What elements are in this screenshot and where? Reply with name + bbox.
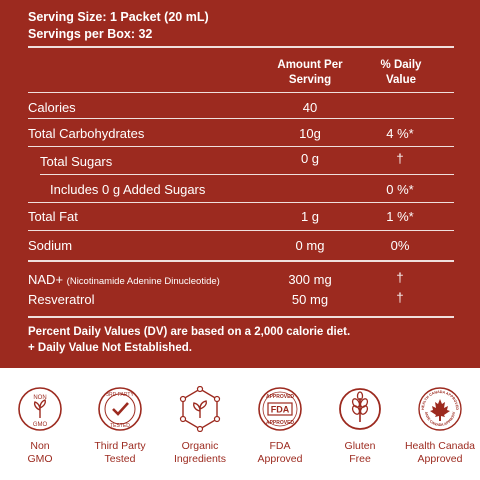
divider: [28, 46, 454, 48]
badge-label-gluten-free: Gluten Free: [344, 440, 376, 465]
row-amount-total-carbohydrates: 10g: [299, 126, 321, 141]
daily-value-column-header: % Daily Value: [380, 59, 422, 86]
row-label-total-carbohydrates: Total Carbohydrates: [28, 126, 145, 141]
row-label-total-fat: Total Fat: [28, 209, 78, 224]
servings-per-box: Servings per Box: 32: [28, 27, 153, 41]
badge-label-health-canada: Health Canada Approved: [404, 440, 476, 465]
divider: [28, 230, 454, 231]
divider: [40, 174, 454, 175]
health-canada-icon: HEALTH CANADA APPROVED SANTE CANADA APPR…: [417, 386, 462, 431]
svg-text:FDA: FDA: [271, 405, 290, 415]
badge-label-non-gmo: Non GMO: [27, 440, 53, 465]
svg-text:APPROVED: APPROVED: [266, 420, 294, 426]
badge-label-fda-approved: FDA Approved: [257, 440, 303, 465]
fda-approved-icon: APPROVED FDA APPROVED: [258, 387, 302, 431]
nutrition-facts-panel: Serving Size: 1 Packet (20 mL) Servings …: [0, 0, 480, 368]
row-sublabel-nad: (Nicotinamide Adenine Dinucleotide): [66, 276, 220, 287]
badge-gluten-free: Gluten Free: [320, 386, 400, 466]
gluten-free-icon: [339, 388, 381, 430]
row-dv-added-sugars: 0 %*: [386, 182, 414, 197]
serving-size: Serving Size: 1 Packet (20 mL): [28, 10, 209, 24]
divider: [28, 92, 454, 93]
badge-organic-ingredients: Organic Ingredients: [160, 386, 240, 466]
badge-label-third-party-tested: Third Party Tested: [94, 440, 146, 465]
non-gmo-icon: NON GMO: [18, 387, 62, 431]
row-dv-total-fat: 1 %*: [386, 209, 414, 224]
row-amount-calories: 40: [302, 100, 318, 115]
row-amount-nad: 300 mg: [288, 272, 332, 287]
organic-ingredients-icon: [179, 386, 221, 432]
row-label-resveratrol: Resveratrol: [28, 292, 95, 307]
svg-text:GMO: GMO: [33, 422, 48, 428]
third-party-tested-icon: 3RD PARTY TESTED: [98, 387, 142, 431]
badge-third-party-tested: 3RD PARTY TESTED Third Party Tested: [80, 386, 160, 466]
row-label-calories: Calories: [28, 100, 76, 115]
row-amount-sodium: 0 mg: [295, 238, 325, 253]
divider: [28, 118, 454, 119]
certification-badges: NON GMO Non GMO 3RD PARTY TESTED Third Pa…: [0, 368, 480, 480]
footnote-not-established: + Daily Value Not Established.: [28, 342, 192, 354]
row-label-added-sugars: Includes 0 g Added Sugars: [50, 182, 206, 197]
row-amount-resveratrol: 50 mg: [291, 292, 329, 307]
badge-label-organic-ingredients: Organic Ingredients: [174, 440, 226, 465]
row-label-sodium: Sodium: [28, 238, 73, 253]
amount-column-header: Amount Per Serving: [277, 59, 343, 86]
divider: [28, 260, 454, 262]
divider: [28, 146, 454, 147]
badge-health-canada: HEALTH CANADA APPROVED SANTE CANADA APPR…: [400, 386, 480, 466]
svg-text:APPROVED: APPROVED: [266, 394, 294, 400]
svg-text:NON: NON: [33, 395, 46, 401]
row-dv-total-sugars: †: [396, 151, 404, 166]
row-label-total-sugars: Total Sugars: [40, 154, 113, 169]
row-label-nad: NAD+ (Nicotinamide Adenine Dinucleotide): [28, 272, 220, 287]
row-amount-total-sugars: 0 g: [300, 151, 320, 166]
row-dv-total-carbohydrates: 4 %*: [386, 126, 414, 141]
footnote-dv: Percent Daily Values (DV) are based on a…: [28, 326, 351, 338]
badge-fda-approved: APPROVED FDA APPROVED FDA Approved: [240, 386, 320, 466]
row-dv-sodium: 0%: [390, 238, 410, 253]
divider: [28, 202, 454, 203]
svg-text:TESTED: TESTED: [110, 423, 130, 429]
row-dv-nad: †: [396, 270, 404, 285]
row-amount-total-fat: 1 g: [300, 209, 320, 224]
badge-non-gmo: NON GMO Non GMO: [0, 386, 80, 466]
divider: [28, 316, 454, 318]
svg-text:3RD PARTY: 3RD PARTY: [106, 392, 134, 398]
row-dv-resveratrol: †: [396, 290, 404, 305]
